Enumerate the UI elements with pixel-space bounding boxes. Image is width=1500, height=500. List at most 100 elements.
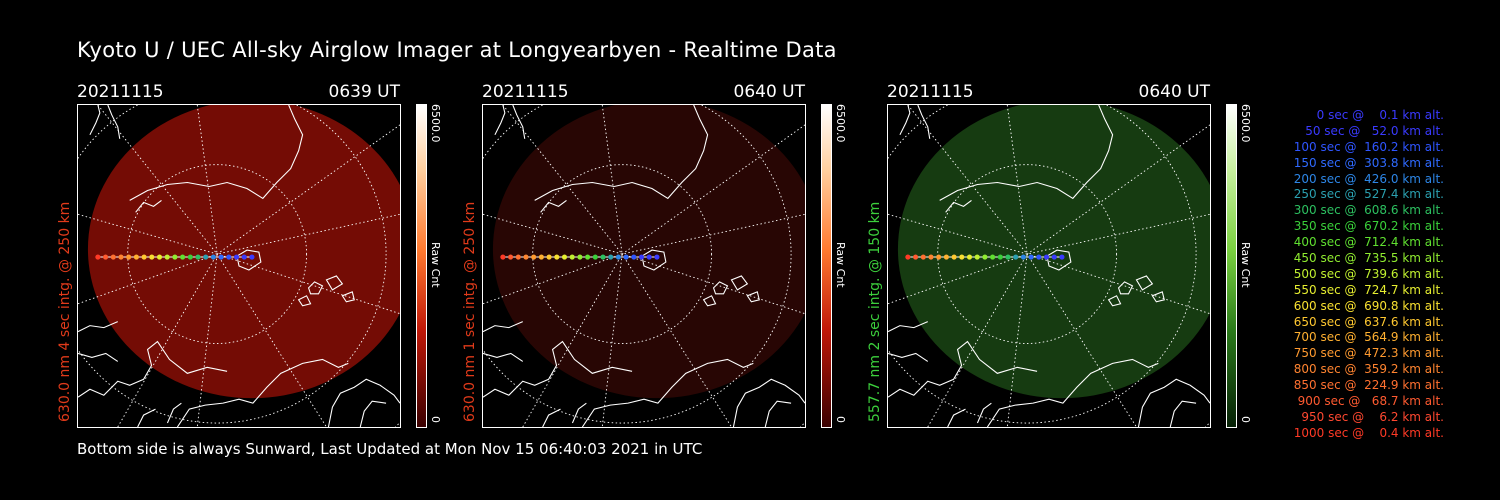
track [905,254,1065,260]
legend-row: 900 sec @ 68.7 km alt. [1293,394,1444,409]
track-point [110,254,116,260]
panel-time: 0640 UT [733,82,806,102]
footer-note: Bottom side is always Sunward, Last Upda… [77,440,703,458]
imager-panel-557nm-2s: 20211115 0640 UT 557.7 nm 2 sec intg. @ … [867,82,1307,432]
track-point [95,254,101,260]
legend-row: 950 sec @ 6.2 km alt. [1297,409,1444,424]
legend-row: 200 sec @ 426.0 km alt. [1289,171,1444,186]
track-point [102,254,109,260]
track-point [118,254,124,260]
colorbar-min: 0 [429,416,442,423]
colorbar-min: 0 [1239,416,1252,423]
track-point [974,254,980,260]
track-point [538,254,544,260]
track-point [592,254,598,260]
legend-row: 450 sec @ 735.5 km alt. [1289,251,1444,266]
legend-row: 150 sec @ 303.8 km alt. [1289,155,1444,170]
track-point [500,254,506,260]
track-point [943,254,949,260]
track-point [1036,254,1042,260]
track-point [577,254,583,260]
track-point [233,254,240,260]
track [500,254,660,260]
track-point [600,254,606,260]
legend-row: 50 sec @ 52.0 km alt. [1297,123,1444,138]
map-svg [888,105,1210,427]
lat-lon-grid [483,105,805,427]
allsky-map [482,104,806,428]
track-point [210,254,216,260]
legend-row: 300 sec @ 608.6 km alt. [1289,203,1444,218]
coastlines [888,105,1210,427]
track-point [515,254,521,260]
track-point [226,254,232,260]
legend-row: 550 sec @ 724.7 km alt. [1289,282,1444,297]
track-point [654,254,660,260]
track-point [631,254,637,260]
panel-y-label: 557.7 nm 2 sec intg. @ 150 km [867,201,883,422]
track-point [1059,254,1065,260]
track-point [241,254,247,260]
track-point [638,254,645,260]
legend-row: 800 sec @ 359.2 km alt. [1289,362,1444,377]
legend-row: 1000 sec @ 0.4 km alt. [1293,425,1444,440]
colorbar [1226,104,1237,428]
track-point [1051,254,1057,260]
lat-lon-grid [78,105,400,427]
track-point [164,254,170,260]
track-point [531,254,537,260]
track-point [990,254,996,260]
legend-row: 600 sec @ 690.8 km alt. [1289,298,1444,313]
track-point [966,254,973,260]
legend-row: 850 sec @ 224.9 km alt. [1289,378,1444,393]
allsky-map [77,104,401,428]
track-point [546,254,552,260]
track-point [249,254,255,260]
map-svg [483,105,805,427]
coastlines [78,105,400,427]
map-svg [78,105,400,427]
colorbar-max: 6500.0 [429,104,442,143]
track-point [623,254,629,260]
track-point [554,254,560,260]
track-point [133,254,139,260]
track-point [172,254,178,260]
legend-row: 400 sec @ 712.4 km alt. [1289,235,1444,250]
panel-date: 20211115 [77,82,164,102]
track-point [218,254,224,260]
colorbar-max: 6500.0 [1239,104,1252,143]
track-point [180,254,186,260]
track-point [141,254,147,260]
track-point [561,254,568,260]
track-point [615,254,621,260]
track-point [149,254,155,260]
track-point [912,254,919,260]
track-point [1013,254,1019,260]
colorbar-unit: Raw Cnt [834,242,847,288]
track [95,254,255,260]
track-point [905,254,911,260]
track-point [1020,254,1026,260]
legend-row: 250 sec @ 527.4 km alt. [1289,187,1444,202]
panel-date: 20211115 [482,82,569,102]
lat-lon-grid [888,105,1210,427]
track-point [187,254,193,260]
panel-time: 0639 UT [328,82,401,102]
legend-row: 350 sec @ 670.2 km alt. [1289,219,1444,234]
legend-row: 700 sec @ 564.9 km alt. [1289,330,1444,345]
track-point [951,254,957,260]
legend-row: 650 sec @ 637.6 km alt. [1289,314,1444,329]
altitude-legend: 0 sec @ 0.1 km alt. 50 sec @ 52.0 km alt… [1268,108,1444,442]
colorbar-unit: Raw Cnt [1239,242,1252,288]
track-point [982,254,988,260]
track-point [585,254,591,260]
colorbar [416,104,427,428]
track-point [195,254,201,260]
coastlines [483,105,805,427]
track-point [1005,254,1011,260]
panel-date: 20211115 [887,82,974,102]
track-point [1043,254,1050,260]
page-title: Kyoto U / UEC All-sky Airglow Imager at … [77,38,837,62]
imager-panel-630nm-4s: 20211115 0639 UT 630.0 nm 4 sec intg. @ … [57,82,497,432]
legend-row: 100 sec @ 160.2 km alt. [1289,139,1444,154]
